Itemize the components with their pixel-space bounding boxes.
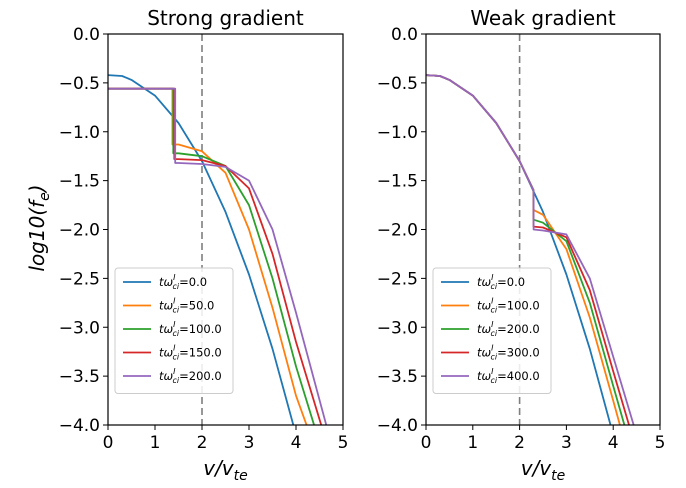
x-tick-label: 2: [514, 433, 525, 453]
series-line-4: [108, 87, 328, 425]
y-axis-label-main: log10(f: [25, 198, 49, 272]
legend-label: tωI ci=400.0: [477, 367, 540, 385]
y-axis-label-sub: e: [37, 192, 53, 201]
y-tick-label: 0.0: [73, 25, 100, 45]
y-tick-label: −0.5: [377, 74, 418, 94]
y-tick-label: −0.5: [59, 74, 100, 94]
x-tick-label: 5: [338, 433, 349, 453]
x-tick-label: 0: [103, 433, 114, 453]
y-tick-label: −3.0: [377, 318, 418, 338]
legend-label: tωI ci=300.0: [477, 344, 540, 362]
chart-title: Weak gradient: [470, 6, 616, 30]
x-tick-label: 4: [291, 433, 302, 453]
series-line-2: [108, 87, 316, 425]
legend-label: tωI ci=100.0: [159, 320, 222, 338]
y-tick-label: −3.0: [59, 318, 100, 338]
y-tick-label: 0.0: [391, 25, 418, 45]
y-tick-label: −2.0: [59, 221, 100, 241]
y-tick-label: −3.5: [377, 367, 418, 387]
panel-strong-gradient: Strong gradient 0 1 2 3 4 5 0.0 −0.5 −1.0 −1.5 −2.0…: [59, 6, 349, 484]
legend-label: tωI ci=150.0: [159, 344, 222, 362]
legend-label: tωI ci=200.0: [159, 367, 222, 385]
x-tick-label: 4: [608, 433, 619, 453]
x-tick-label: 5: [655, 433, 666, 453]
x-tick-label: 0: [421, 433, 432, 453]
x-tick-label: 2: [197, 433, 208, 453]
legend: tωI ci=0.0 tωI ci=100.0 tωI ci=200.0 tωI ci=300…: [432, 267, 552, 394]
legend-box: [432, 267, 552, 394]
y-tick-label: −1.5: [377, 172, 418, 192]
legend: tωI ci=0.0 tωI ci=50.0 tωI ci=100.0 tωI ci=150.…: [114, 267, 234, 394]
x-tick-label: 3: [561, 433, 572, 453]
legend-label: tωI ci=0.0: [159, 273, 207, 291]
legend-label: tωI ci=0.0: [477, 273, 525, 291]
y-tick-label: −2.0: [377, 221, 418, 241]
y-tick-label: −2.5: [59, 269, 100, 289]
y-tick-label: −4.0: [377, 416, 418, 436]
chart-title: Strong gradient: [147, 6, 304, 30]
series-line-0: [108, 74, 295, 425]
y-tick-label: −2.5: [377, 269, 418, 289]
legend-label: tωI ci=200.0: [477, 320, 540, 338]
series-line-4: [426, 74, 635, 425]
x-axis-label: v/vte: [521, 456, 566, 484]
legend-box: [114, 267, 234, 394]
panel-weak-gradient: Weak gradient 0 1 2 3 4 5 0.0 −0.5 −1.0 −1.5 −2.0 −2…: [377, 6, 666, 484]
y-axis-label: log10(fe): [25, 184, 53, 271]
y-tick-label: −1.5: [59, 172, 100, 192]
y-axis-label-close: ): [25, 184, 49, 194]
y-tick-label: −3.5: [59, 367, 100, 387]
y-tick-label: −1.0: [377, 123, 418, 143]
x-axis-label: v/vte: [203, 456, 248, 484]
legend-label: tωI ci=100.0: [477, 297, 540, 315]
legend-label: tωI ci=50.0: [159, 297, 214, 315]
x-tick-label: 1: [467, 433, 478, 453]
y-tick-label: −1.0: [59, 123, 100, 143]
y-tick-label: −4.0: [59, 416, 100, 436]
x-tick-label: 3: [244, 433, 255, 453]
x-tick-label: 1: [150, 433, 161, 453]
